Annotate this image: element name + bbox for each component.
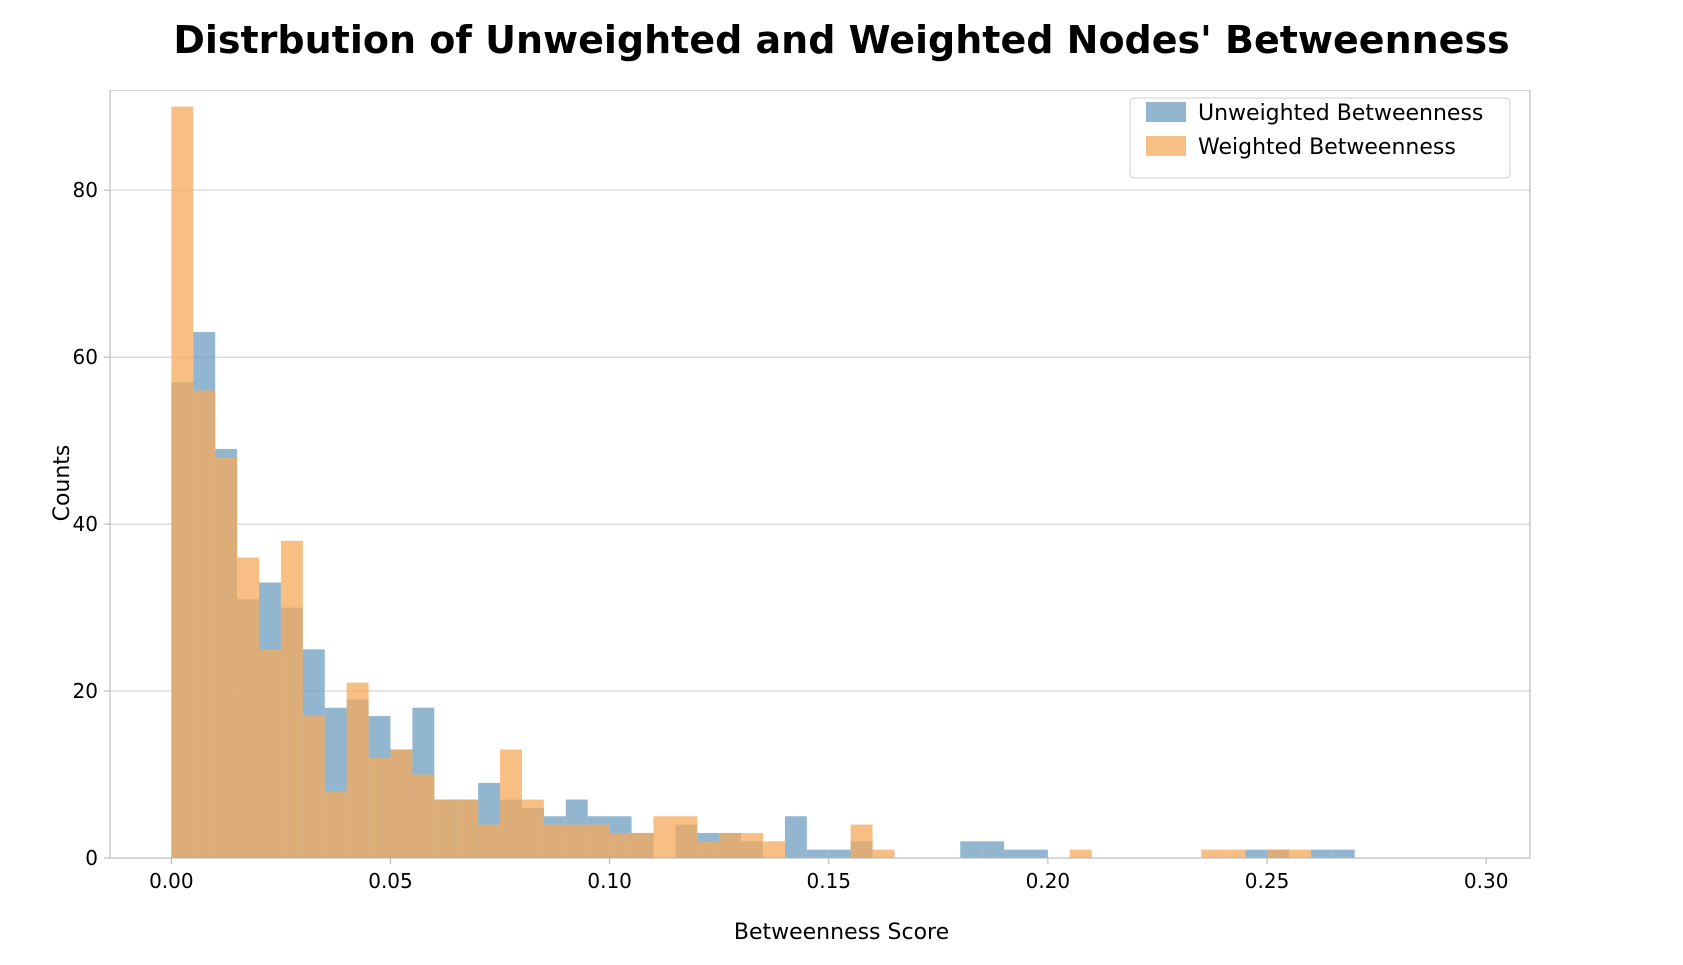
x-tick-label: 0.05 xyxy=(368,869,413,893)
x-tick-label: 0.20 xyxy=(1026,869,1071,893)
bar xyxy=(478,825,500,858)
bar xyxy=(522,800,544,858)
bar xyxy=(193,391,215,858)
bar xyxy=(259,649,281,858)
bar xyxy=(1026,850,1048,858)
bar xyxy=(347,683,369,858)
bar xyxy=(1201,850,1223,858)
bar xyxy=(325,791,347,858)
bar xyxy=(807,850,829,858)
bar xyxy=(1245,850,1267,858)
bar xyxy=(500,749,522,858)
bar xyxy=(1289,850,1311,858)
y-tick-label: 80 xyxy=(73,178,98,202)
bar xyxy=(1223,850,1245,858)
legend-label: Weighted Betweenness xyxy=(1198,135,1456,160)
bar xyxy=(171,107,193,858)
bar xyxy=(960,841,982,858)
y-tick-label: 0 xyxy=(85,846,98,870)
bar xyxy=(303,716,325,858)
bar xyxy=(610,833,632,858)
chart-container: Distrbution of Unweighted and Weighted N… xyxy=(0,0,1683,965)
bar xyxy=(456,800,478,858)
legend-label: Unweighted Betweenness xyxy=(1198,101,1483,126)
plot-area: 0.00 0.05 0.10 0.15 0.20 0.25 0.30 0 20 40 60 80 Unw… xyxy=(50,90,1590,938)
x-tick-label: 0.30 xyxy=(1464,869,1509,893)
bar xyxy=(632,833,654,858)
x-tick-label: 0.10 xyxy=(587,869,632,893)
x-tick-label: 0.00 xyxy=(149,869,194,893)
bar xyxy=(434,800,456,858)
y-tick-label: 40 xyxy=(73,512,98,536)
bar xyxy=(675,816,697,858)
bar xyxy=(653,816,675,858)
bar xyxy=(741,833,763,858)
y-tick-label: 20 xyxy=(73,679,98,703)
bar xyxy=(281,541,303,858)
bar xyxy=(588,825,610,858)
bar xyxy=(785,816,807,858)
chart-title: Distrbution of Unweighted and Weighted N… xyxy=(0,18,1683,62)
bar xyxy=(763,841,785,858)
bar xyxy=(1070,850,1092,858)
legend-swatch xyxy=(1146,136,1186,156)
legend: Unweighted Betweenness Weighted Betweenne… xyxy=(1130,98,1510,178)
bar xyxy=(829,850,851,858)
x-tick-label: 0.25 xyxy=(1245,869,1290,893)
bar xyxy=(566,825,588,858)
bar xyxy=(215,457,237,858)
bar xyxy=(1333,850,1355,858)
bar xyxy=(544,825,566,858)
bar xyxy=(1311,850,1333,858)
bar xyxy=(237,557,259,858)
bar xyxy=(369,758,391,858)
bar xyxy=(851,825,873,858)
bar xyxy=(873,850,895,858)
bar xyxy=(1267,850,1289,858)
bar xyxy=(719,833,741,858)
bar xyxy=(412,775,434,858)
legend-swatch xyxy=(1146,102,1186,122)
y-tick-label: 60 xyxy=(73,345,98,369)
x-tick-label: 0.15 xyxy=(806,869,851,893)
bar xyxy=(982,841,1004,858)
bar xyxy=(390,749,412,858)
bar xyxy=(697,841,719,858)
bar xyxy=(1004,850,1026,858)
